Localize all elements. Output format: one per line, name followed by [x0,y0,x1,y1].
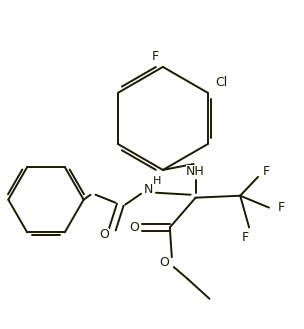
Text: O: O [99,228,109,241]
Text: N: N [143,183,153,196]
Text: F: F [262,165,270,178]
Text: O: O [159,256,169,268]
Text: F: F [278,201,285,214]
Text: O: O [129,221,139,234]
Text: Cl: Cl [215,76,227,89]
Text: F: F [242,231,249,244]
Text: H: H [153,176,161,186]
Text: F: F [151,50,158,63]
Text: NH: NH [186,165,205,178]
